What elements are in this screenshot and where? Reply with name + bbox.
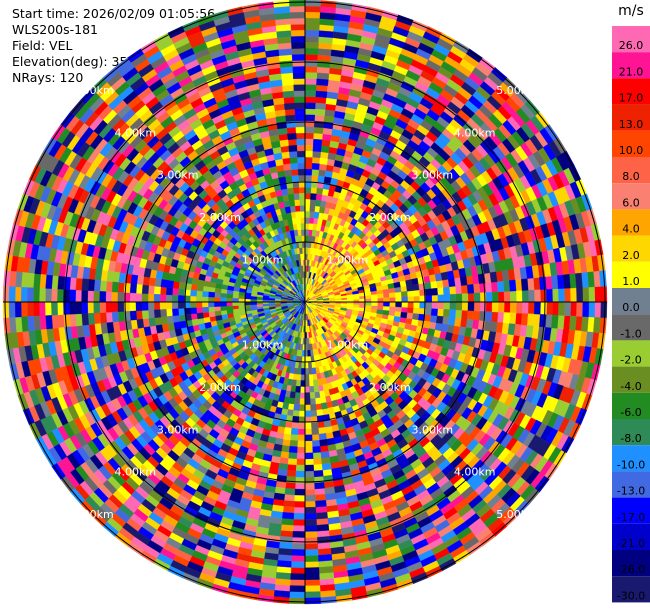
- start-time-label: Start time: 2026/02/09 01:05:56: [12, 6, 216, 21]
- ring-label-5-2: 5.00km: [72, 508, 114, 521]
- colorbar-tick--6.0: -6.0: [620, 406, 641, 419]
- ring-label-2-0: 2.00km: [369, 211, 411, 224]
- colorbar-swatch--6.0: [612, 392, 650, 419]
- range-ring-labels: 1.00km 1.00km 1.00km 1.00km 2.00km 2.00km 2.00…: [72, 84, 538, 521]
- ring-label-3-3: 3.00km: [157, 169, 199, 182]
- colorbar-swatch-13.0: [612, 104, 650, 131]
- colorbar-tick--26.0: -26.0: [617, 563, 645, 576]
- elevation-label: Elevation(deg): 35.00: [12, 54, 148, 69]
- ring-label-3-1: 3.00km: [412, 423, 454, 436]
- colorbar-swatch-2.0: [612, 235, 650, 262]
- colorbar-swatch-6.0: [612, 183, 650, 210]
- colorbar-tick-13.0: 13.0: [619, 118, 644, 131]
- nrays-label: NRays: 120: [12, 70, 84, 85]
- colorbar-swatch--1.0: [612, 314, 650, 341]
- colorbar-tick--13.0: -13.0: [617, 485, 645, 498]
- colorbar-tick-4.0: 4.0: [622, 223, 640, 236]
- field-label: Field: VEL: [12, 38, 73, 53]
- ring-label-4-2: 4.00km: [115, 466, 157, 479]
- colorbar-tick--21.0: -21.0: [617, 537, 645, 550]
- colorbar-swatch--2.0: [612, 340, 650, 367]
- colorbar-tick-0.0: 0.0: [622, 301, 640, 314]
- colorbar: m/s 26.0 21.0 17.0 13.0 10.0 8.0 6.0 4.0 2.0 1.0 0.…: [612, 3, 650, 603]
- colorbar-swatch-26.0: [612, 26, 650, 53]
- colorbar-swatch--21.0: [612, 523, 650, 550]
- colorbar-swatch--4.0: [612, 366, 650, 393]
- colorbar-swatch--17.0: [612, 497, 650, 524]
- colorbar-swatch-17.0: [612, 78, 650, 105]
- colorbar-swatch-0.0: [612, 288, 650, 315]
- colorbar-swatch-4.0: [612, 209, 650, 236]
- colorbar-swatch--26.0: [612, 550, 650, 577]
- colorbar-swatch-21.0: [612, 52, 650, 79]
- colorbar-tick-1.0: 1.0: [622, 275, 640, 288]
- colorbar-unit: m/s: [618, 3, 644, 19]
- ring-label-3-0: 3.00km: [412, 169, 454, 182]
- colorbar-tick-17.0: 17.0: [619, 92, 644, 105]
- instrument-label: WLS200s-181: [12, 22, 98, 37]
- colorbar-swatch--30.0: [612, 576, 650, 603]
- colorbar-swatch--13.0: [612, 471, 650, 498]
- colorbar-tick-26.0: 26.0: [619, 39, 644, 52]
- colorbar-tick--2.0: -2.0: [620, 354, 641, 367]
- colorbar-tick-8.0: 8.0: [622, 170, 640, 183]
- ring-label-5-1: 5.00km: [496, 508, 538, 521]
- colorbar-tick--10.0: -10.0: [617, 458, 645, 471]
- ring-label-4-0: 4.00km: [454, 126, 496, 139]
- colorbar-swatch-8.0: [612, 157, 650, 184]
- ring-label-1-3: 1.00km: [242, 254, 284, 267]
- ring-label-1-0: 1.00km: [327, 254, 369, 267]
- colorbar-swatch-1.0: [612, 261, 650, 288]
- colorbar-swatch--10.0: [612, 445, 650, 472]
- colorbar-swatch-10.0: [612, 130, 650, 157]
- ring-label-5-0: 5.00km: [496, 84, 538, 97]
- colorbar-swatch--8.0: [612, 419, 650, 446]
- ring-label-2-1: 2.00km: [369, 381, 411, 394]
- colorbar-tick-21.0: 21.0: [619, 65, 644, 78]
- ring-label-4-1: 4.00km: [454, 466, 496, 479]
- range-ring-grid: [3, 0, 607, 604]
- colorbar-tick--8.0: -8.0: [620, 432, 641, 445]
- ring-label-1-2: 1.00km: [242, 338, 284, 351]
- ring-label-3-2: 3.00km: [157, 423, 199, 436]
- ring-label-2-2: 2.00km: [199, 381, 241, 394]
- colorbar-tick-2.0: 2.0: [622, 249, 640, 262]
- ring-label-5-3: 5.00km: [72, 84, 114, 97]
- ppi-cells--30.0: [21, 12, 608, 585]
- colorbar-tick-6.0: 6.0: [622, 196, 640, 209]
- colorbar-tick--1.0: -1.0: [620, 327, 641, 340]
- ring-label-4-3: 4.00km: [115, 126, 157, 139]
- colorbar-tick--30.0: -30.0: [617, 589, 645, 602]
- colorbar-tick--4.0: -4.0: [620, 380, 641, 393]
- colorbar-tick-10.0: 10.0: [619, 144, 644, 157]
- colorbar-tick--17.0: -17.0: [617, 511, 645, 524]
- ring-label-1-1: 1.00km: [327, 338, 369, 351]
- ring-label-2-3: 2.00km: [199, 211, 241, 224]
